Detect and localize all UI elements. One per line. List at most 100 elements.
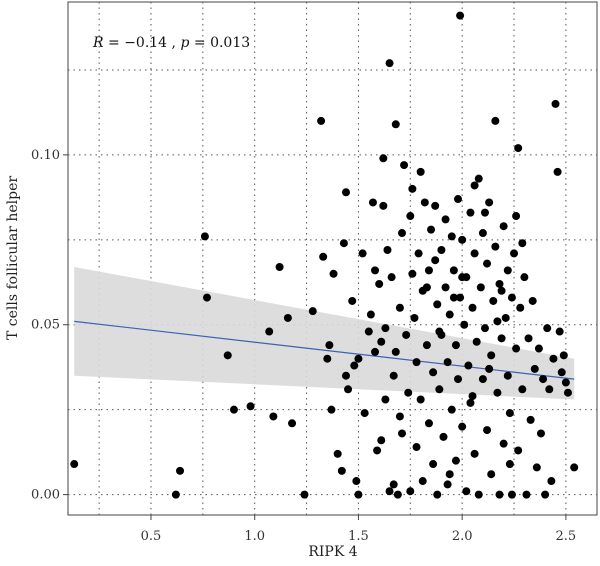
data-point (487, 351, 496, 360)
data-point (416, 395, 425, 404)
data-point (441, 283, 450, 292)
y-axis-title: T cells follicular helper (5, 176, 21, 340)
data-point (518, 239, 527, 248)
data-point (358, 249, 367, 258)
p-value: 0.013 (210, 35, 250, 51)
data-point (516, 303, 525, 312)
data-point (543, 324, 552, 333)
data-point (397, 429, 406, 438)
r-equals: = (108, 35, 124, 51)
data-point (547, 477, 556, 486)
data-point (200, 232, 209, 241)
data-point (437, 246, 446, 255)
data-point (445, 310, 454, 319)
data-point (424, 266, 433, 275)
x-tick-label: 0.5 (141, 529, 162, 544)
data-point (458, 273, 467, 282)
data-point (518, 385, 527, 394)
data-point (371, 266, 380, 275)
data-point (341, 371, 350, 380)
data-point (551, 99, 560, 108)
data-point (483, 259, 492, 268)
x-tick-label: 1.5 (348, 529, 369, 544)
data-point (528, 296, 537, 305)
data-point (499, 439, 508, 448)
data-point (389, 480, 398, 489)
data-point (510, 249, 519, 258)
data-point (246, 402, 255, 411)
data-point (429, 368, 438, 377)
data-point (283, 313, 292, 322)
data-point (404, 388, 413, 397)
data-point (171, 490, 180, 499)
data-point (441, 215, 450, 224)
data-point (495, 279, 504, 288)
data-point (549, 354, 558, 363)
data-point (526, 415, 535, 424)
data-point (288, 419, 297, 428)
separator: , (172, 35, 181, 51)
data-point (420, 198, 429, 207)
data-point (275, 262, 284, 271)
data-point (524, 334, 533, 343)
data-point (368, 198, 377, 207)
data-point (269, 412, 278, 421)
data-point (468, 303, 477, 312)
data-point (451, 341, 460, 350)
data-point (381, 324, 390, 333)
data-point (493, 388, 502, 397)
data-point (483, 426, 492, 435)
data-point (323, 354, 332, 363)
data-point (377, 436, 386, 445)
data-point (418, 477, 427, 486)
data-point (470, 181, 479, 190)
data-point (532, 463, 541, 472)
data-point (424, 419, 433, 428)
data-point (503, 371, 512, 380)
data-point (360, 409, 369, 418)
data-point (308, 307, 317, 316)
data-point (530, 364, 539, 373)
data-point (229, 405, 238, 414)
x-tick-label: 2.0 (452, 529, 473, 544)
data-point (429, 460, 438, 469)
data-point (341, 188, 350, 197)
data-point (412, 358, 421, 367)
data-point (354, 354, 363, 363)
x-tick-label: 2.5 (556, 529, 577, 544)
data-point (402, 330, 411, 339)
data-point (383, 246, 392, 255)
data-point (408, 184, 417, 193)
data-point (443, 358, 452, 367)
data-point (329, 269, 338, 278)
data-point (364, 327, 373, 336)
data-point (454, 375, 463, 384)
data-point (478, 375, 487, 384)
data-point (422, 341, 431, 350)
data-point (447, 405, 456, 414)
data-point (456, 11, 465, 20)
data-point (387, 273, 396, 282)
data-point (559, 351, 568, 360)
data-point (493, 317, 502, 326)
data-point (541, 490, 550, 499)
y-tick-label: 0.00 (31, 488, 60, 503)
data-point (352, 477, 361, 486)
data-point (433, 490, 442, 499)
data-point (449, 266, 458, 275)
data-point (454, 195, 463, 204)
data-point (534, 344, 543, 353)
data-point (470, 249, 479, 258)
data-point (478, 229, 487, 238)
plot-background (67, 1, 598, 516)
data-point (462, 487, 471, 496)
data-point (476, 283, 485, 292)
data-point (439, 432, 448, 441)
data-point (389, 371, 398, 380)
data-point (443, 480, 452, 489)
data-point (391, 347, 400, 356)
data-point (520, 273, 529, 282)
confidence-band (74, 266, 575, 400)
data-point (377, 337, 386, 346)
